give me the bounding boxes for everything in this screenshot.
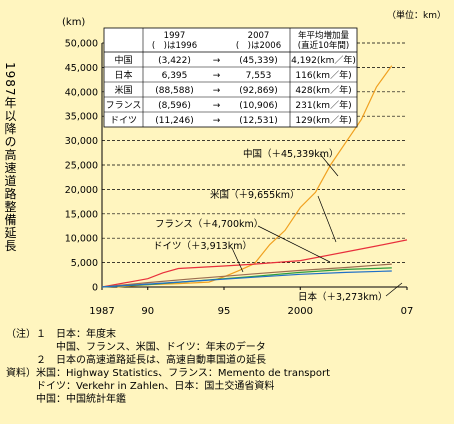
table-cell: 6,395 [162, 71, 188, 81]
x-tick-label: 90 [141, 306, 154, 317]
series-labels: 中国（＋45,339km） 米国（＋9,655km） フランス（＋4,700km） ド… [153, 148, 403, 303]
table-cell: 中国 [114, 54, 132, 66]
table-cell: (12,531) [239, 116, 278, 126]
series-label-3: ドイツ（＋3,913km） [153, 240, 252, 252]
label-leader-3 [231, 247, 244, 273]
table-cell: → [213, 101, 221, 111]
table-header: 2007 [248, 31, 270, 41]
table-cell: (8,596) [158, 101, 191, 111]
table-cell: (45,339) [239, 56, 278, 66]
note-line: 中国：中国統計年鑑 [6, 394, 126, 405]
table-header: 1997 [164, 31, 186, 41]
table-cell: 231(km／年) [295, 99, 351, 111]
table-cell: ドイツ [110, 116, 137, 126]
table-cell: (3,422) [158, 56, 191, 66]
y-tick-label: 45,000 [65, 63, 98, 74]
series-line-2 [101, 263, 392, 288]
table-cell: → [213, 86, 221, 96]
table-cell: → [213, 71, 221, 81]
table-header: ( )は1996 [152, 41, 197, 51]
x-tick-label: 95 [218, 306, 231, 317]
table-cell: (10,906) [239, 101, 278, 111]
table-cell: 米国 [114, 84, 132, 96]
y-tick-label: 30,000 [65, 136, 98, 147]
note-line: ２ 日本の高速道路延長は、高速自動車国道の延長 [6, 355, 266, 366]
table-cell: (92,869) [239, 86, 278, 96]
series [101, 65, 408, 288]
unit-label: (km) [62, 17, 85, 28]
table-cell: 4,192(km／年) [291, 54, 356, 66]
table-cell: 7,553 [246, 71, 272, 81]
data-table: 1997( )は1996 2007( )は2006 年平均増加量(直近10年間) 中国… [103, 27, 358, 128]
series-label-4: 日本（＋3,273km） [298, 291, 387, 303]
label-leader-0 [319, 153, 339, 177]
label-leader-1 [317, 195, 337, 243]
x-tick-label: 2000 [288, 306, 313, 317]
table-cell: → [213, 56, 221, 66]
y-tick-label: 10,000 [65, 234, 98, 245]
y-axis-title: 1987年以降の高速道路整備延長 [3, 62, 17, 253]
y-tick-label: 20,000 [65, 185, 98, 196]
note-line: 資料）米国：Highway Statistics、フランス：Memento de… [6, 368, 331, 379]
series-line-1 [101, 239, 408, 288]
x-tick-label: 1987 [89, 306, 114, 317]
note-line: ドイツ：Verkehr in Zahlen、日本：国土交通省資料 [6, 381, 275, 392]
table-header: ( )は2006 [236, 41, 281, 51]
table-cell: 129(km／年) [295, 114, 351, 126]
table-header: (直近10年間) [298, 40, 349, 51]
note-line: （注）１ 日本：年度末 [6, 329, 116, 340]
table-cell: 428(km／年) [295, 84, 351, 96]
y-tick-label: 0 [92, 283, 98, 294]
series-label-1: 米国（＋9,655km） [210, 189, 299, 201]
table-cell: (88,588) [155, 86, 194, 96]
y-tick-label: 35,000 [65, 112, 98, 123]
y-tick-label: 15,000 [65, 209, 98, 220]
y-tick-label: 50,000 [65, 39, 98, 50]
table-cell: → [213, 116, 221, 126]
table-cell: フランス [106, 100, 142, 111]
series-label-0: 中国（＋45,339km） [243, 148, 339, 160]
axes: 0 5,000 10,000 15,000 20,000 25,000 30,000 35,0… [65, 39, 414, 318]
series-label-2: フランス（＋4,700km） [155, 218, 263, 230]
table-cell: 日本 [114, 69, 132, 81]
label-leader-2 [257, 225, 331, 263]
series-line-4 [101, 270, 392, 288]
x-tick-label: 07 [401, 306, 414, 317]
note-line: 中国、フランス、米国、ドイツ：年末のデータ [6, 342, 266, 353]
table-header: 年平均増加量 [298, 30, 350, 41]
y-tick-label: 5,000 [71, 258, 98, 269]
label-leader-4 [385, 282, 403, 297]
y-tick-label: 40,000 [65, 87, 98, 98]
table-cell: (11,246) [155, 116, 194, 126]
table-frame [103, 27, 358, 128]
table-cell: 116(km／年) [295, 69, 351, 81]
y-tick-label: 25,000 [65, 161, 98, 172]
unit-note: （単位：km） [387, 9, 446, 21]
series-line-0 [117, 65, 393, 288]
